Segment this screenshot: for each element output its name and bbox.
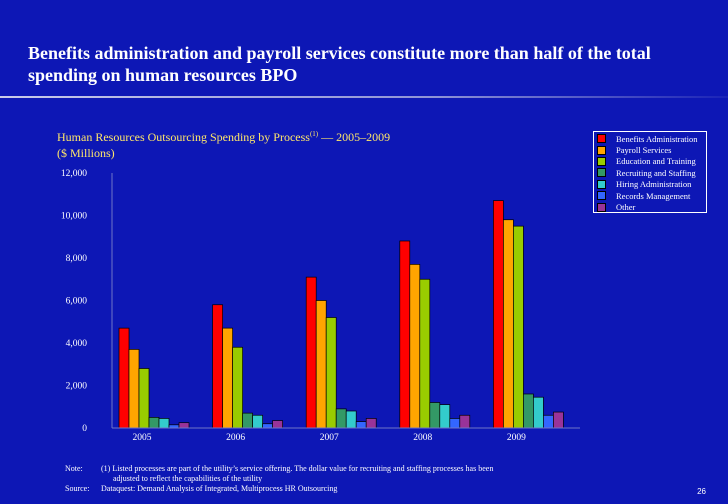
legend-swatch bbox=[597, 168, 606, 178]
bar-benefits-administration-2006 bbox=[212, 304, 223, 429]
legend-item: Education and Training bbox=[597, 156, 706, 167]
legend-label: Education and Training bbox=[616, 156, 696, 167]
bar-recruiting-and-staffing-2009 bbox=[523, 393, 534, 429]
bar-other-2008 bbox=[459, 414, 471, 429]
y-tick-label: 2,000 bbox=[66, 382, 88, 392]
bar-hiring-administration-2006 bbox=[252, 414, 263, 429]
legend-label: Records Management bbox=[616, 190, 691, 201]
bar-payroll-services-2009 bbox=[503, 219, 514, 429]
bar-recruiting-and-staffing-2005 bbox=[148, 417, 160, 429]
y-tick-label: 8,000 bbox=[66, 254, 88, 264]
bar-payroll-services-2007 bbox=[315, 300, 327, 429]
bar-hiring-administration-2007 bbox=[345, 410, 357, 429]
bar-recruiting-and-staffing-2008 bbox=[429, 402, 441, 429]
bar-benefits-administration-2005 bbox=[118, 327, 130, 429]
legend-item: Recruiting and Staffing bbox=[597, 167, 706, 178]
bar-records-management-2006 bbox=[262, 423, 273, 429]
y-tick-label: 4,000 bbox=[66, 339, 88, 349]
y-tick-label: 12,000 bbox=[61, 169, 87, 179]
bar-hiring-administration-2009 bbox=[533, 396, 544, 429]
footnotes: Note: (1) Listed processes are part of t… bbox=[65, 464, 665, 494]
source-label: Source: bbox=[65, 484, 90, 493]
axes bbox=[111, 173, 580, 429]
source-text: Dataquest: Demand Analysis of Integrated… bbox=[101, 484, 338, 493]
bar-education-and-training-2005 bbox=[138, 368, 150, 429]
bar-other-2007 bbox=[365, 418, 377, 429]
chart-title-period: — 2005–2009 bbox=[318, 130, 391, 144]
y-axis-labels: 0 2,000 4,000 6,000 8,000 10,000 12,000 bbox=[61, 169, 87, 434]
bar-education-and-training-2007 bbox=[325, 317, 337, 429]
legend-swatch bbox=[597, 202, 606, 212]
bar-education-and-training-2009 bbox=[513, 225, 524, 429]
legend-swatch bbox=[597, 191, 606, 201]
chart-title-footnote-mark: (1) bbox=[309, 130, 319, 138]
y-tick-label: 0 bbox=[82, 424, 87, 434]
note-text: (1) Listed processes are part of the uti… bbox=[101, 464, 494, 473]
legend-label: Payroll Services bbox=[616, 145, 672, 156]
x-tick-label: 2007 bbox=[320, 433, 339, 443]
chart-title: Human Resources Outsourcing Spending by … bbox=[57, 130, 310, 144]
x-tick-label: 2006 bbox=[226, 433, 245, 443]
legend-item: Payroll Services bbox=[597, 144, 706, 155]
page-number: 26 bbox=[697, 487, 706, 496]
chart-title-block: Human Resources Outsourcing Spending by … bbox=[57, 126, 390, 161]
note-text-continued: adjusted to reflect the capabilities of … bbox=[113, 474, 263, 483]
bar-recruiting-and-staffing-2007 bbox=[335, 408, 347, 429]
bar-hiring-administration-2005 bbox=[158, 418, 170, 429]
bar-series bbox=[118, 200, 564, 429]
bar-education-and-training-2006 bbox=[232, 346, 243, 429]
legend-item: Hiring Administration bbox=[597, 179, 706, 190]
legend-item: Records Management bbox=[597, 190, 706, 201]
bar-records-management-2007 bbox=[355, 421, 367, 429]
chart-legend: Benefits Administration Payroll Services E… bbox=[593, 131, 707, 213]
y-tick-label: 10,000 bbox=[61, 212, 87, 222]
note-label: Note: bbox=[65, 464, 83, 473]
legend-label: Other bbox=[616, 202, 636, 213]
bar-records-management-2009 bbox=[543, 414, 554, 429]
title-divider bbox=[0, 96, 728, 98]
bar-hiring-administration-2008 bbox=[439, 404, 451, 429]
bar-benefits-administration-2007 bbox=[305, 276, 317, 429]
y-tick-label: 6,000 bbox=[66, 297, 88, 307]
legend-item: Benefits Administration bbox=[597, 133, 706, 144]
bar-records-management-2008 bbox=[449, 418, 461, 429]
legend-item: Other bbox=[597, 201, 706, 212]
legend-swatch bbox=[597, 156, 606, 166]
chart-subtitle: ($ Millions) bbox=[57, 146, 115, 160]
legend-swatch bbox=[597, 179, 606, 189]
bar-education-and-training-2008 bbox=[419, 278, 431, 429]
legend-label: Hiring Administration bbox=[616, 179, 692, 190]
legend-swatch bbox=[597, 134, 606, 144]
bar-benefits-administration-2009 bbox=[493, 200, 504, 429]
bar-benefits-administration-2008 bbox=[399, 240, 411, 429]
bar-recruiting-and-staffing-2006 bbox=[242, 412, 253, 429]
bar-payroll-services-2006 bbox=[222, 327, 233, 429]
bar-other-2005 bbox=[178, 422, 190, 429]
x-tick-label: 2008 bbox=[413, 433, 432, 443]
bar-other-2009 bbox=[553, 411, 564, 429]
bar-payroll-services-2008 bbox=[409, 264, 421, 429]
slide-title: Benefits administration and payroll serv… bbox=[28, 43, 651, 85]
legend-label: Benefits Administration bbox=[616, 133, 698, 144]
x-tick-label: 2005 bbox=[133, 433, 152, 443]
bar-payroll-services-2005 bbox=[128, 349, 140, 429]
x-tick-label: 2009 bbox=[507, 433, 526, 443]
bar-other-2006 bbox=[272, 420, 283, 429]
legend-swatch bbox=[597, 145, 606, 155]
x-axis-labels: 2005 2006 2007 2008 2009 bbox=[133, 433, 527, 443]
legend-label: Recruiting and Staffing bbox=[616, 167, 696, 178]
